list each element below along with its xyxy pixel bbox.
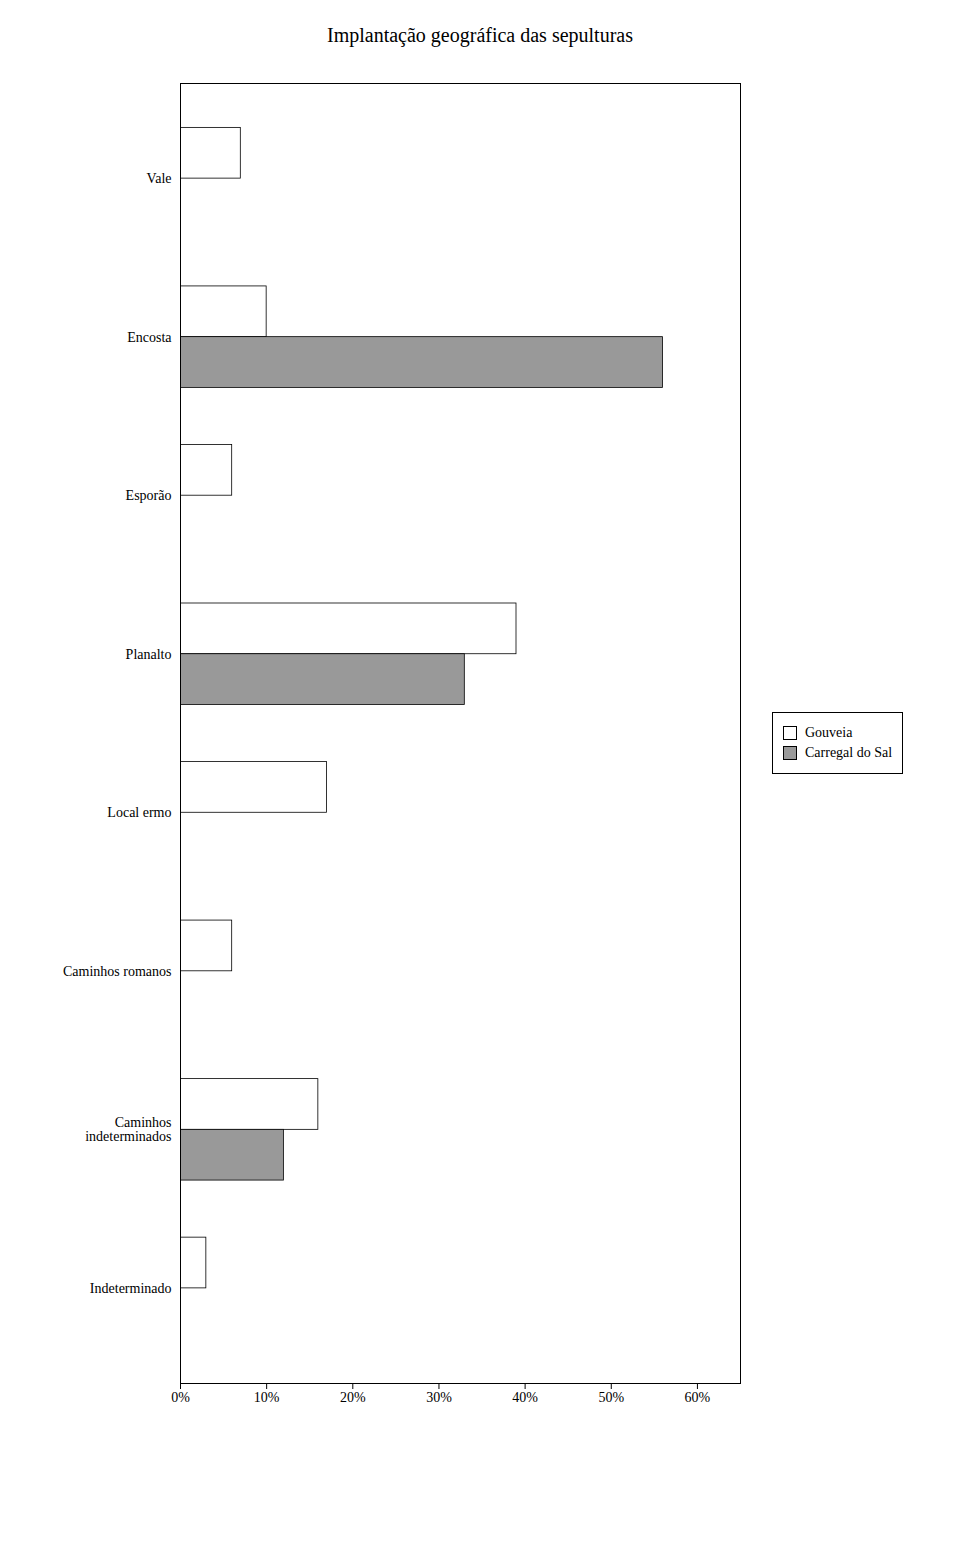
svg-text:Vale: Vale	[147, 171, 172, 186]
svg-text:Caminhosindeterminados: Caminhosindeterminados	[85, 1115, 171, 1144]
svg-text:Indeterminado: Indeterminado	[90, 1281, 172, 1296]
svg-text:Planalto: Planalto	[126, 647, 172, 662]
svg-text:Caminhos romanos: Caminhos romanos	[63, 964, 172, 979]
svg-text:50%: 50%	[598, 1390, 624, 1405]
html-text:Carregal do Sal: Carregal do Sal	[805, 745, 893, 760]
svg-text:0%: 0%	[171, 1390, 190, 1405]
html-text:Gouveia: Gouveia	[805, 725, 853, 740]
html-text:Implantação geográfica das sep: Implantação geográfica das sepulturas	[327, 24, 633, 46]
svg-text:30%: 30%	[426, 1390, 452, 1405]
svg-text:Encosta: Encosta	[127, 330, 172, 345]
svg-text:40%: 40%	[512, 1390, 538, 1405]
svg-text:60%: 60%	[685, 1390, 711, 1405]
svg-text:10%: 10%	[254, 1390, 280, 1405]
svg-text:20%: 20%	[340, 1390, 366, 1405]
svg-text:Local ermo: Local ermo	[107, 805, 171, 820]
svg-text:Esporão: Esporão	[126, 488, 172, 503]
